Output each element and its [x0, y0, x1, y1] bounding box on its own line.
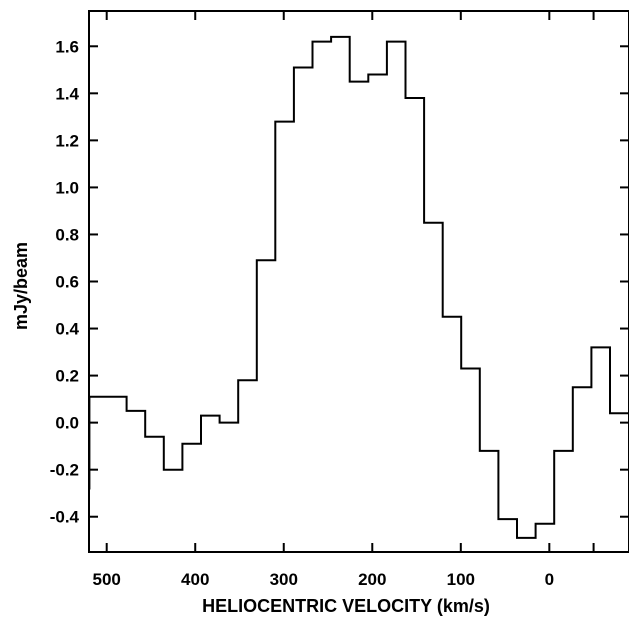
tick-labels: 500 400 300 200 100 0 -0.4 -0.2 0.0 0.2 0.4 0.6 0.8 1… — [50, 37, 554, 589]
x-tick-label: 100 — [447, 570, 475, 589]
y-tick-label: 0.8 — [55, 225, 79, 244]
x-tick-label: 0 — [545, 570, 554, 589]
axis-ticks — [89, 11, 629, 552]
x-tick-label: 200 — [358, 570, 386, 589]
y-tick-label: 0.0 — [55, 414, 79, 433]
y-tick-label: 1.4 — [55, 84, 79, 103]
spectrum-step-line — [88, 35, 629, 539]
y-tick-label: 1.6 — [55, 37, 79, 56]
x-tick-label: 300 — [270, 570, 298, 589]
y-tick-label: 0.2 — [55, 367, 79, 386]
y-tick-label: -0.4 — [50, 508, 80, 527]
y-tick-label: 0.6 — [55, 273, 79, 292]
x-axis-label: HELIOCENTRIC VELOCITY (km/s) — [202, 596, 490, 616]
y-tick-label: -0.2 — [50, 461, 79, 480]
y-tick-label: 0.4 — [55, 320, 79, 339]
y-tick-label: 1.2 — [55, 131, 79, 150]
y-axis-label: mJy/beam — [11, 242, 31, 330]
x-tick-label: 400 — [181, 570, 209, 589]
plot-frame — [88, 10, 629, 553]
y-tick-label: 1.0 — [55, 178, 79, 197]
x-tick-label: 500 — [93, 570, 121, 589]
